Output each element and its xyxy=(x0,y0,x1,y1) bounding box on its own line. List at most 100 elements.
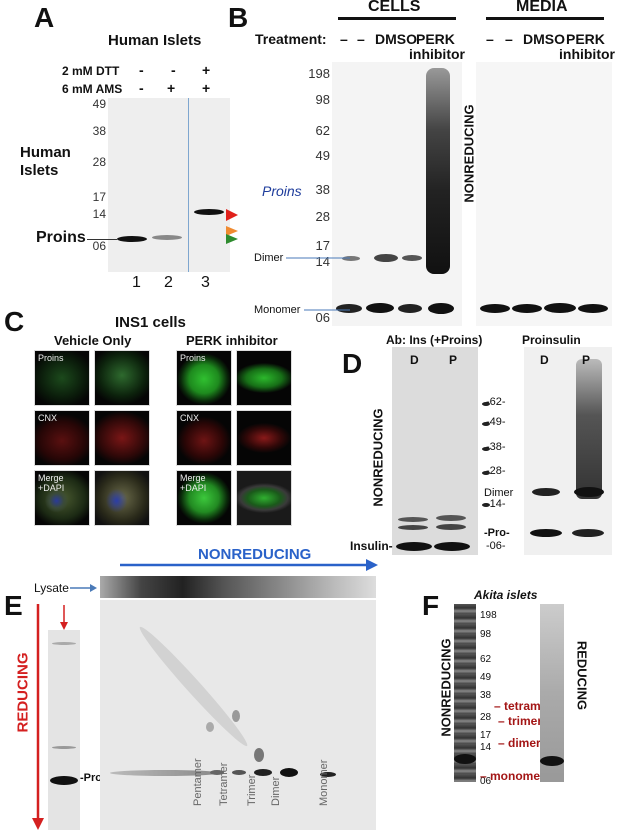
panel-c-vehicle-cnx-1: CNX xyxy=(34,410,90,466)
panel-a-ams-sign-2: + xyxy=(167,80,176,96)
panel-c-left-header: Vehicle Only xyxy=(54,333,132,348)
panel-b-monomer-band-4 xyxy=(428,303,454,314)
panel-d-marker-band-14 xyxy=(482,503,490,507)
panel-d-ab-label: Ab: Ins (+Proins) xyxy=(386,333,483,347)
panel-e-2d-pro-tetramer xyxy=(232,770,246,775)
panel-b-media-blot xyxy=(476,62,612,326)
panel-f-annotation-trimer: – trimer xyxy=(498,714,543,728)
panel-d-right-smear xyxy=(576,359,602,499)
panel-f-title: Akita islets xyxy=(474,588,538,602)
panel-f-right-side: REDUCING xyxy=(574,640,590,711)
panel-a-ams-sign-1: - xyxy=(139,80,144,96)
panel-a-blot xyxy=(108,98,230,272)
panel-a-mw-49: 49 xyxy=(92,97,106,111)
panel-b-media-lane-1: – xyxy=(486,31,494,47)
panel-d-right-pro-p xyxy=(572,529,604,537)
panel-e-2d-pro-pentamer xyxy=(210,770,224,775)
panel-b-cells-underline xyxy=(338,17,456,20)
panel-d-marker-band-38 xyxy=(482,447,490,451)
panel-d-marker-lane xyxy=(480,347,510,555)
panel-b-mw-06: 06 xyxy=(315,310,330,325)
panel-d-dimer-label: Dimer xyxy=(484,487,514,499)
panel-a-lane-3: 3 xyxy=(201,274,210,291)
panel-d-letter: D xyxy=(342,348,363,379)
panel-d-right-dimer-d xyxy=(532,488,560,496)
panel-c-right-header: PERK inhibitor xyxy=(186,333,278,348)
panel-e-species-pentamer: Pentamer xyxy=(192,758,204,806)
panel-f-reducing-lane xyxy=(540,604,564,782)
panel-e-top-label: NONREDUCING xyxy=(198,546,312,563)
panel-c-row-label-cnx-2: CNX xyxy=(180,413,200,423)
panel-c-vehicle-cnx-2 xyxy=(94,410,150,466)
panel-b-mw-98: 98 xyxy=(315,92,330,107)
panel-a-proins-label: Proins xyxy=(36,229,86,246)
panel-f-mw-62: 62 xyxy=(480,654,492,665)
panel-f-mw-28: 28 xyxy=(480,712,492,723)
panel-c-row-label-merge-2: Merge +DAPI xyxy=(180,473,207,493)
panel-a-lane-2: 2 xyxy=(164,274,173,291)
panel-b-dimer-band-3 xyxy=(402,255,422,261)
panel-f-nonreducing-monomer-band xyxy=(454,754,476,764)
panel-c-perk-merge-2 xyxy=(236,470,292,526)
panel-e-reducing-lane-band-2 xyxy=(52,746,76,749)
panel-e-lane-arrow-head xyxy=(60,622,68,630)
panel-c-vehicle-proins-2 xyxy=(94,350,150,406)
panel-e-species-dimer: Dimer xyxy=(270,776,282,806)
panel-a-dtt-sign-1: - xyxy=(139,62,144,78)
panel-b-monomer-label: Monomer xyxy=(254,304,301,316)
panel-c-vehicle-merge-1: Merge +DAPI xyxy=(34,470,90,526)
panel-e-reducing-lane-pro xyxy=(50,776,78,785)
panel-d-left-band-p-insulin xyxy=(434,542,470,551)
panel-e-nonreducing-arrow-head xyxy=(366,559,378,571)
panel-c-row-label-merge: Merge +DAPI xyxy=(38,473,65,493)
panel-b-mw-198: 198 xyxy=(308,66,330,81)
panel-d-marker-band-62 xyxy=(482,402,490,406)
panel-e-top-strip xyxy=(100,576,376,598)
panel-b-media-lane-4: PERK xyxy=(566,31,605,47)
panel-d-lane-d-right: D xyxy=(540,353,549,367)
panel-b-cells-lane-4: PERK xyxy=(416,31,455,47)
panel-c-vehicle-proins-1: Proins xyxy=(34,350,90,406)
panel-d-lane-p-right: P xyxy=(582,353,591,367)
panel-e-2d-blot xyxy=(100,600,376,830)
panel-f-mw-198: 198 xyxy=(480,610,497,621)
panel-b-cells-lane-3: DMSO xyxy=(375,31,417,47)
panel-d-marker-band-49 xyxy=(482,422,490,426)
panel-d-mw-62: -62- xyxy=(486,396,506,408)
panel-c-row-label-cnx: CNX xyxy=(38,413,58,423)
panel-a-arrow-green xyxy=(226,234,238,244)
panel-b-proins-label: Proins xyxy=(262,183,302,199)
panel-b-media-band-4 xyxy=(578,304,608,313)
panel-b-mw-62: 62 xyxy=(315,123,330,138)
panel-e-side-label: REDUCING xyxy=(14,652,32,733)
panel-b-cells-lane-2: – xyxy=(357,31,365,47)
panel-d-left-band-d-upper xyxy=(398,517,428,522)
panel-e-2d-pro-dimer xyxy=(280,768,298,777)
panel-d-marker-band-28 xyxy=(482,471,490,475)
panel-b-monomer-band-1 xyxy=(336,304,362,313)
panel-a-dtt-sign-2: - xyxy=(171,62,176,78)
panel-c-perk-cnx-1: CNX xyxy=(176,410,232,466)
panel-b-monomer-band-3 xyxy=(398,304,422,313)
panel-e-letter: E xyxy=(4,590,23,621)
panel-d-lane-p-left: P xyxy=(449,353,458,367)
panel-a-dtt-sign-3: + xyxy=(202,62,211,78)
panel-b-media-band-1 xyxy=(480,304,510,313)
panel-c-perk-proins-2 xyxy=(236,350,292,406)
panel-f-letter: F xyxy=(422,590,440,621)
panel-a-dtt-label: 2 mM DTT xyxy=(62,64,120,78)
panel-d-right-blot xyxy=(524,347,612,555)
panel-c-letter: C xyxy=(4,306,25,337)
panel-b-mw-49: 49 xyxy=(315,148,330,163)
panel-d-lane-d-left: D xyxy=(410,353,419,367)
panel-a-proins-tick xyxy=(87,239,117,240)
panel-f-left-side: NONREDUCING xyxy=(438,638,454,737)
panel-a-mw-06: 06 xyxy=(92,239,106,253)
panel-b-mw-28: 28 xyxy=(315,209,330,224)
panel-b-media-lane-2: – xyxy=(505,31,513,47)
panel-f-mw-17: 17 xyxy=(480,730,492,741)
panel-a-mw-14: 14 xyxy=(92,207,106,221)
panel-e-2d-streak xyxy=(110,770,220,776)
panel-e-2d-spot-pentamer xyxy=(206,722,214,732)
panel-b-cells-lane-4b: inhibitor xyxy=(409,46,465,62)
